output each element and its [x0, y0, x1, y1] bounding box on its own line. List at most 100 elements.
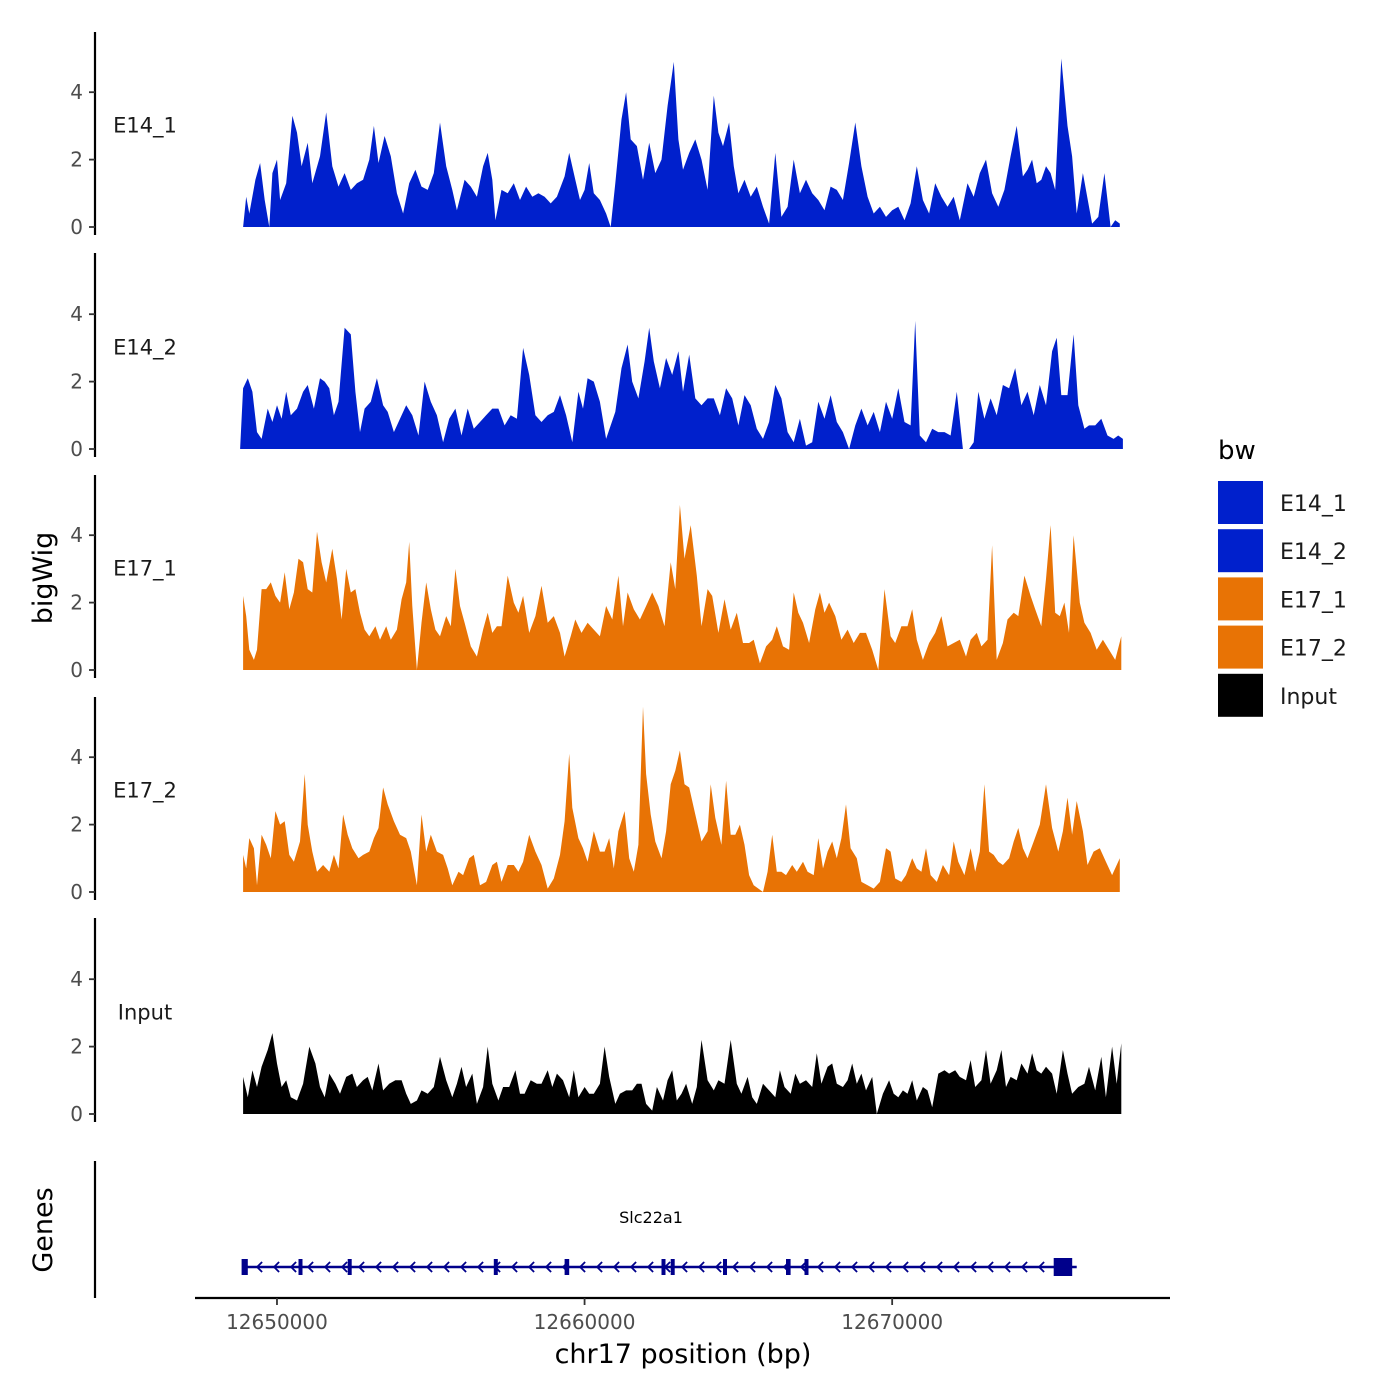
y-tick-label: 0 [70, 1102, 83, 1126]
gene-name-label: Slc22a1 [619, 1208, 683, 1227]
strand-arrow [731, 1261, 739, 1273]
strand-arrow [391, 1261, 399, 1273]
y-tick-label: 2 [70, 1035, 83, 1059]
x-axis: 12650000 12660000 12670000 [195, 1296, 1170, 1334]
strand-arrow [1003, 1261, 1011, 1273]
strand-arrow [340, 1261, 348, 1273]
strand-arrow [629, 1261, 637, 1273]
strand-arrow [748, 1261, 756, 1273]
y-tick-label: 2 [70, 591, 83, 615]
legend-label-E17_2: E17_2 [1280, 637, 1347, 662]
y-tick-label: 2 [70, 148, 83, 172]
gene-exon [564, 1259, 570, 1275]
gene-exon [493, 1259, 498, 1275]
y-tick-label: 0 [70, 215, 83, 239]
strand-arrow [816, 1261, 824, 1273]
strand-arrow [544, 1261, 552, 1273]
strand-arrow [323, 1261, 331, 1273]
gene-exon [723, 1259, 727, 1275]
strand-arrow [952, 1261, 960, 1273]
legend-key-Input [1218, 673, 1263, 717]
legend-key-E14_2 [1218, 529, 1263, 573]
strand-arrow [1020, 1261, 1028, 1273]
strand-arrow [850, 1261, 858, 1273]
track-E17_1: 0 2 4 E17_1 [70, 475, 1122, 682]
strand-arrow [459, 1261, 467, 1273]
legend-title: bw [1218, 436, 1256, 466]
strand-arrow [578, 1261, 586, 1273]
x-tick-label: 12650000 [226, 1310, 328, 1334]
strand-arrow [969, 1261, 977, 1273]
signal-area-E17_1 [243, 504, 1122, 670]
strand-arrow [646, 1261, 654, 1273]
y-tick-label: 4 [70, 302, 83, 326]
strand-arrow [442, 1261, 450, 1273]
gene-exon [804, 1259, 809, 1275]
legend: bw E14_1 E14_2 E17_1 E17_2 Input [1218, 436, 1347, 717]
x-axis-title: chr17 position (bp) [555, 1339, 812, 1370]
track-label-E17_2: E17_2 [113, 779, 177, 804]
strand-arrow [612, 1261, 620, 1273]
strand-arrow [935, 1261, 943, 1273]
y-tick-label: 4 [70, 967, 83, 991]
strand-arrow [799, 1261, 807, 1273]
track-label-Input: Input [118, 1001, 172, 1025]
y-tick-label: 4 [70, 745, 83, 769]
strand-arrow [510, 1261, 518, 1273]
signal-area-E14_2 [240, 320, 1123, 449]
y-tick-label: 0 [70, 437, 83, 461]
legend-key-E17_2 [1218, 625, 1263, 669]
legend-label-E14_2: E14_2 [1280, 540, 1347, 565]
strand-arrow [833, 1261, 841, 1273]
strand-arrow [272, 1261, 280, 1273]
track-E14_2: 0 2 4 E14_2 [70, 253, 1123, 461]
x-tick-label: 12660000 [534, 1310, 636, 1334]
strand-arrow [714, 1261, 722, 1273]
strand-arrow [595, 1261, 603, 1273]
strand-arrow [697, 1261, 705, 1273]
track-label-E14_1: E14_1 [113, 114, 177, 139]
y-tick-label: 0 [70, 880, 83, 904]
strand-arrow [374, 1261, 382, 1273]
strand-arrow [901, 1261, 909, 1273]
legend-key-E17_1 [1218, 577, 1263, 621]
gene-exon [661, 1259, 666, 1275]
legend-label-E14_1: E14_1 [1280, 492, 1347, 517]
signal-area-E14_1 [243, 58, 1120, 227]
strand-arrow [1037, 1261, 1045, 1273]
gene-exon [241, 1259, 248, 1275]
track-E17_2: 0 2 4 E17_2 [70, 697, 1120, 904]
track-Input: 0 2 4 Input [70, 918, 1122, 1126]
legend-label-Input: Input [1280, 685, 1337, 710]
y-tick-label: 2 [70, 813, 83, 837]
genes-track: Slc22a1 [93, 1161, 1077, 1298]
gene-exon [670, 1259, 675, 1275]
strand-arrow [408, 1261, 416, 1273]
strand-arrow [306, 1261, 314, 1273]
strand-arrow [867, 1261, 875, 1273]
y-tick-label: 4 [70, 80, 83, 104]
track-E14_1: 0 2 4 E14_1 [70, 32, 1120, 239]
legend-label-E17_1: E17_1 [1280, 588, 1347, 613]
track-label-E14_2: E14_2 [113, 336, 177, 361]
signal-area-Input [243, 1033, 1122, 1114]
strand-arrow [289, 1261, 297, 1273]
strand-arrow [765, 1261, 773, 1273]
gene-exon [347, 1259, 352, 1275]
gene-exon [786, 1259, 791, 1275]
y-tick-label: 0 [70, 658, 83, 682]
y-axis-title: bigWig [28, 532, 59, 625]
strand-arrow [425, 1261, 433, 1273]
track-label-E17_1: E17_1 [113, 557, 177, 582]
strand-arrow [255, 1261, 263, 1273]
gene-exon [298, 1259, 303, 1275]
strand-arrow [680, 1261, 688, 1273]
strand-arrow [986, 1261, 994, 1273]
strand-arrow [476, 1261, 484, 1273]
genes-track-label: Genes [28, 1187, 59, 1272]
legend-key-E14_1 [1218, 481, 1263, 524]
strand-arrow [527, 1261, 535, 1273]
y-tick-label: 2 [70, 370, 83, 394]
signal-tracks: 0 2 4 E14_1 0 2 4 E14_2 0 2 4 E17_1 0 2 4 E17_2 0 2 4 Input [70, 32, 1123, 1126]
